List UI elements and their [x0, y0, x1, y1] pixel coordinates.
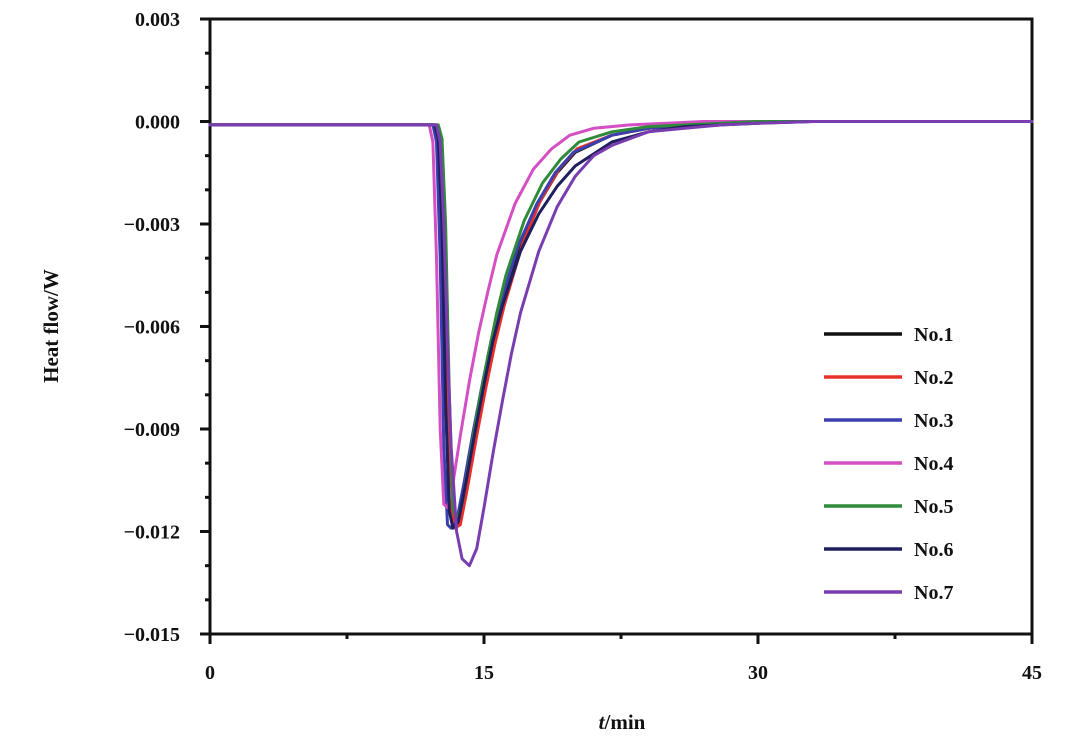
legend: No.1 No.2 No.3 No.4 No.5 No.6 No.7 [824, 324, 953, 604]
y-axis: 0.003 0.000 −0.003 −0.006 −0.009 −0.012 −0.015 [124, 9, 210, 646]
y-tick-label: −0.012 [124, 522, 180, 544]
series-line-no7 [208, 120, 1034, 568]
legend-label: No.1 [914, 324, 953, 346]
x-tick-label: 45 [1022, 662, 1042, 684]
series-lines [208, 120, 1034, 568]
legend-label: No.7 [914, 582, 953, 604]
y-tick-label: −0.006 [124, 317, 180, 339]
x-tick-label: 0 [205, 662, 215, 684]
x-axis-title: t/min [599, 710, 646, 734]
x-tick-label: 15 [474, 662, 494, 684]
series-line-no6 [208, 120, 1034, 530]
x-axis-title-variable: t [599, 710, 606, 734]
series-line-no1 [208, 120, 1034, 530]
series-line-no3 [208, 120, 1034, 530]
x-tick-label: 30 [748, 662, 768, 684]
y-tick-label: −0.015 [124, 624, 180, 646]
y-tick-label: −0.009 [124, 419, 180, 441]
y-tick-label: 0.000 [135, 112, 180, 134]
legend-label: No.3 [914, 410, 953, 432]
series-line-no2 [208, 120, 1034, 530]
x-axis-title-unit: /min [604, 710, 646, 734]
plot-frame [208, 17, 1034, 636]
legend-label: No.2 [914, 367, 953, 389]
series-line-no5 [208, 120, 1034, 523]
series-line-no4 [208, 120, 1034, 510]
y-axis-title: Heat flow/W [39, 269, 63, 383]
y-tick-label: −0.003 [124, 214, 180, 236]
x-axis: 0 15 30 45 [205, 634, 1042, 684]
y-tick-label: 0.003 [135, 9, 180, 31]
legend-label: No.6 [914, 539, 953, 561]
legend-label: No.5 [914, 496, 953, 518]
legend-label: No.4 [914, 453, 953, 475]
